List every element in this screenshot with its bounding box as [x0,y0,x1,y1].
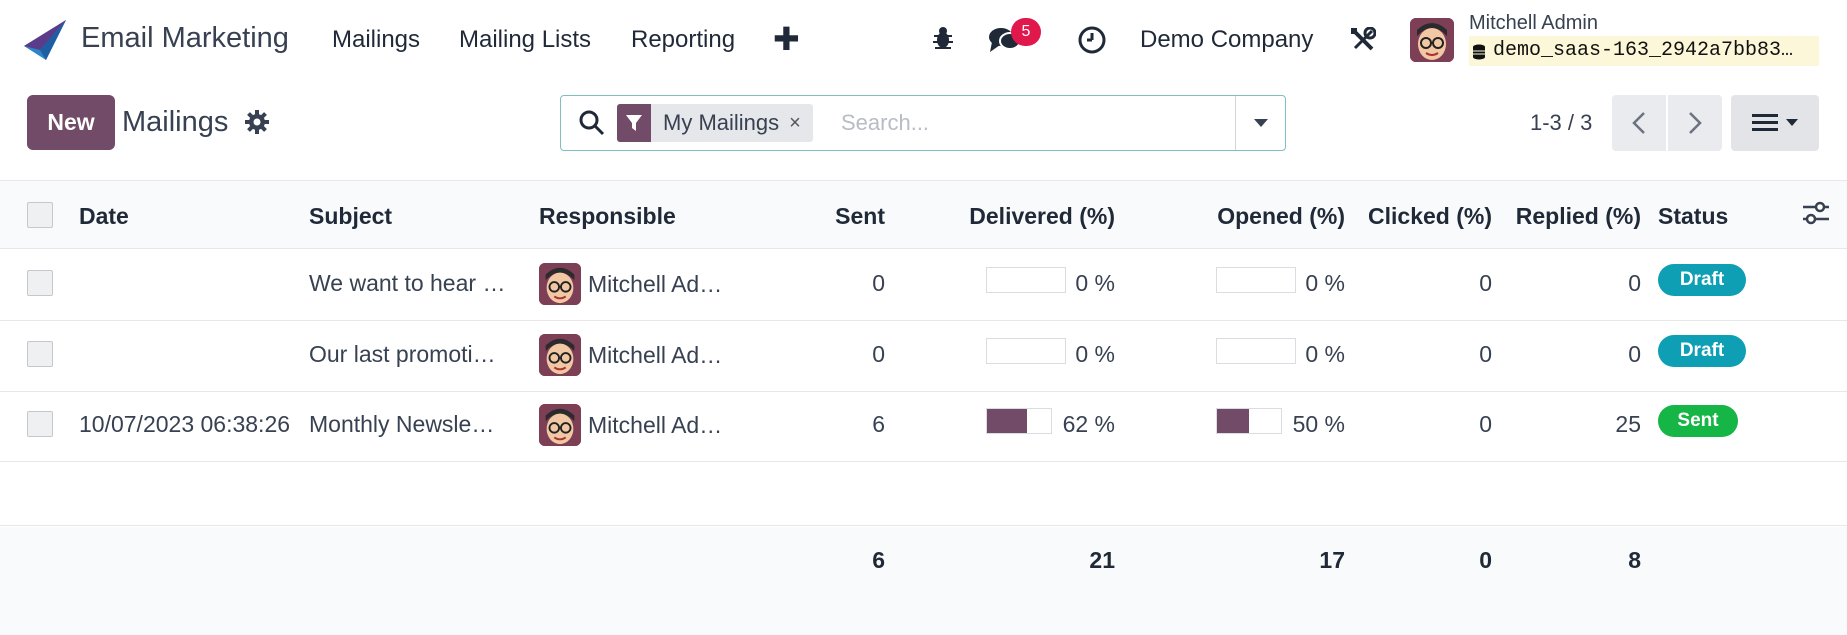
cell-opened: 50 % [1292,411,1345,437]
total-replied: 8 [1628,547,1641,573]
facet-label: My Mailings [663,110,780,135]
menu-reporting[interactable]: Reporting [631,26,736,53]
opened-progress-bar [1216,338,1296,364]
pager-value[interactable]: 1-3 / 3 [1530,110,1593,135]
total-delivered: 21 [1089,547,1115,573]
cell-subject: We want to hear … [309,270,506,296]
database-icon [1473,44,1485,60]
delivered-progress-bar [986,338,1066,364]
row-checkbox[interactable] [27,411,53,437]
cell-subject: Monthly Newsle… [309,411,495,437]
select-all-checkbox[interactable] [27,202,53,228]
table-header: Date Subject Responsible Sent Delivered … [0,180,1847,249]
list-view-icon [1752,114,1778,131]
add-menu-plus-icon[interactable]: ✚ [773,21,800,57]
cell-clicked: 0 [1479,411,1492,437]
menu-mailings[interactable]: Mailings [332,26,421,53]
caret-down-icon [1786,119,1798,126]
user-avatar[interactable] [1410,18,1454,62]
table-footer-totals: 6 21 17 0 8 [0,527,1847,635]
cell-responsible: Mitchell Ad… [588,271,723,297]
total-clicked: 0 [1479,547,1492,573]
optional-columns-sliders-icon[interactable] [1802,200,1830,226]
settings-tools-icon[interactable] [1350,27,1376,53]
opened-progress-fill [1217,409,1249,433]
menu-mailing-lists[interactable]: Mailing Lists [459,26,592,53]
cell-opened: 0 % [1305,270,1345,296]
table-row[interactable]: We want to hear … Mitchell Ad… 0 0 % 0 % 0 0 Dr… [0,250,1847,321]
row-checkbox[interactable] [27,270,53,296]
search-input[interactable] [841,106,1221,140]
search-facet: My Mailings × [617,104,813,142]
column-header-subject[interactable]: Subject [309,203,393,229]
cell-clicked: 0 [1479,270,1492,296]
opened-progress-bar [1216,408,1282,434]
pager-next-button[interactable] [1668,95,1722,151]
delivered-progress-bar [986,267,1066,293]
table-row[interactable]: 10/07/2023 06:38:26 Monthly Newsle… Mitche… [0,391,1847,462]
cell-delivered: 62 % [1062,411,1115,437]
top-navbar: Email Marketing Mailings Mailing Lists R… [0,0,1847,80]
column-header-opened[interactable]: Opened (%) [1217,203,1345,229]
status-badge: Sent [1658,405,1738,437]
user-name[interactable]: Mitchell Admin [1469,12,1598,34]
delivered-progress-fill [987,409,1027,433]
cell-date: 10/07/2023 06:38:26 [79,411,291,437]
email-marketing-logo-icon[interactable] [24,20,66,60]
responsible-avatar [539,263,581,305]
column-header-date[interactable]: Date [79,203,129,229]
messages-count-badge: 5 [1011,18,1041,46]
cell-delivered: 0 % [1075,341,1115,367]
opened-progress-bar [1216,267,1296,293]
facet-remove-icon[interactable]: × [789,111,801,134]
debug-bug-icon[interactable] [932,26,954,50]
total-sent: 6 [872,547,885,573]
cell-clicked: 0 [1479,341,1492,367]
delivered-progress-bar [986,408,1052,434]
cell-replied: 0 [1628,341,1641,367]
caret-down-icon [1253,119,1268,127]
cell-sent: 0 [872,270,885,296]
column-header-sent[interactable]: Sent [835,203,885,229]
cell-responsible: Mitchell Ad… [588,412,723,438]
status-badge: Draft [1658,264,1746,296]
app-name[interactable]: Email Marketing [81,22,289,54]
cell-responsible: Mitchell Ad… [588,342,723,368]
search-options-toggle[interactable] [1235,96,1285,150]
gear-icon[interactable] [245,110,269,134]
cell-subject: Our last promoti… [309,341,496,367]
cell-sent: 0 [872,341,885,367]
cell-delivered: 0 % [1075,270,1115,296]
responsible-avatar [539,404,581,446]
empty-row [0,462,1847,526]
cell-replied: 25 [1615,411,1641,437]
activity-clock-icon[interactable] [1078,26,1106,54]
column-header-replied[interactable]: Replied (%) [1515,203,1641,229]
column-header-status[interactable]: Status [1658,203,1729,229]
responsible-avatar [539,334,581,376]
column-header-clicked[interactable]: Clicked (%) [1368,203,1492,229]
pager-previous-button[interactable] [1612,95,1666,151]
status-badge: Draft [1658,335,1746,367]
chevron-left-icon [1632,112,1645,134]
company-switcher[interactable]: Demo Company [1140,26,1314,53]
view-switcher-button[interactable] [1731,95,1819,151]
cell-opened: 0 % [1305,341,1345,367]
chevron-right-icon [1689,112,1702,134]
new-button[interactable]: New [27,95,115,150]
column-header-delivered[interactable]: Delivered (%) [969,203,1115,229]
total-opened: 17 [1319,547,1345,573]
cell-sent: 6 [872,411,885,437]
column-header-responsible[interactable]: Responsible [539,203,676,229]
search-icon[interactable] [579,110,605,136]
cell-replied: 0 [1628,270,1641,296]
page-title: Mailings [122,106,229,138]
search-panel: My Mailings × [560,95,1286,151]
filter-icon [617,104,651,142]
database-name: demo_saas-163_2942a7bb83… [1469,36,1819,66]
table-row[interactable]: Our last promoti… Mitchell Ad… 0 0 % 0 % 0 0 Dr… [0,321,1847,392]
row-checkbox[interactable] [27,341,53,367]
